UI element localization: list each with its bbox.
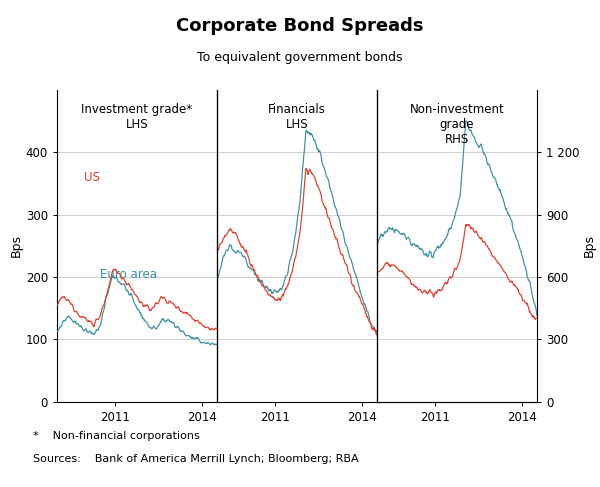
Y-axis label: Bps: Bps [10, 234, 23, 258]
Text: Sources:    Bank of America Merrill Lynch; Bloomberg; RBA: Sources: Bank of America Merrill Lynch; … [33, 454, 359, 464]
Text: *    Non-financial corporations: * Non-financial corporations [33, 431, 200, 441]
Y-axis label: Bps: Bps [583, 234, 595, 258]
Text: Non-investment
grade
RHS: Non-investment grade RHS [410, 103, 505, 146]
Text: Investment grade*
LHS: Investment grade* LHS [82, 103, 193, 131]
Text: Financials
LHS: Financials LHS [268, 103, 326, 131]
Text: Corporate Bond Spreads: Corporate Bond Spreads [176, 17, 424, 35]
Text: To equivalent government bonds: To equivalent government bonds [197, 51, 403, 64]
Text: US: US [84, 170, 100, 184]
Text: Euro area: Euro area [101, 268, 157, 281]
